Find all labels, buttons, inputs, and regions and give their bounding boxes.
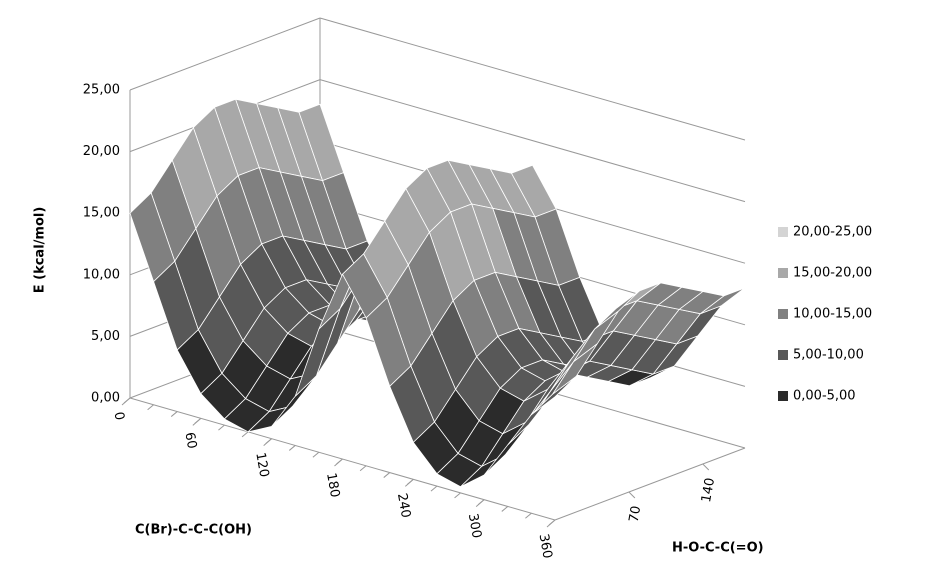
x-tick-label: 180 [323,472,342,499]
z-tick-label: 15,00 [83,206,120,221]
x-tick [192,417,202,426]
x-minor-tick [147,404,154,411]
y-tick-label: 70 [627,505,645,524]
x-minor-tick [501,506,509,512]
x-tick [475,499,485,508]
legend-swatch [778,391,788,401]
z-tick-label: 0,00 [91,391,120,406]
y-tick [702,463,710,471]
legend-label: 10,00-15,00 [793,307,872,322]
x-minor-tick [454,492,461,499]
y-tick [628,491,636,499]
legend-swatch [778,268,788,278]
z-tick-label: 25,00 [83,83,120,98]
x-tick [263,438,272,447]
z-tick-label: 5,00 [91,329,120,344]
x-tick-label: 120 [252,451,271,478]
grid-line [129,17,321,91]
x-tick-label: 240 [394,492,413,519]
x-minor-tick [288,445,296,451]
x-tick-label: 60 [181,431,199,450]
legend-label: 20,00-25,00 [793,225,872,240]
x-tick-label: 300 [465,512,484,539]
z-tick-label: 20,00 [83,144,120,159]
x-minor-tick [241,431,249,438]
y-axis-label: H-O-C-C(=O) [672,541,764,556]
x-minor-tick [170,411,178,417]
legend-label: 15,00-20,00 [793,266,872,281]
z-tick-label: 10,00 [83,267,120,282]
x-minor-tick [312,451,320,458]
x-tick [121,397,131,406]
y-tick-label: 140 [699,477,718,504]
x-tick [546,519,556,528]
legend-swatch [778,350,788,360]
legend-swatch [778,227,788,237]
x-tick-label: 360 [536,533,555,560]
surface-cell [531,376,577,415]
x-minor-tick [383,472,391,478]
grid-line [319,79,746,203]
x-minor-tick [359,465,367,472]
x-minor-tick [430,485,438,492]
legend-label: 0,00-5,00 [793,389,856,404]
z-axis-label: E (kcal/mol) [33,207,48,294]
x-tick [405,478,414,487]
x-tick [334,458,343,467]
grid-line [319,17,746,141]
x-minor-tick [218,424,225,431]
legend-swatch [778,309,788,319]
legend-label: 5,00-10,00 [793,348,864,363]
axis-line [554,447,746,521]
x-tick-label: 0 [111,411,127,422]
x-axis-label: C(Br)-C-C-C(OH) [135,523,252,538]
x-minor-tick [525,512,532,519]
